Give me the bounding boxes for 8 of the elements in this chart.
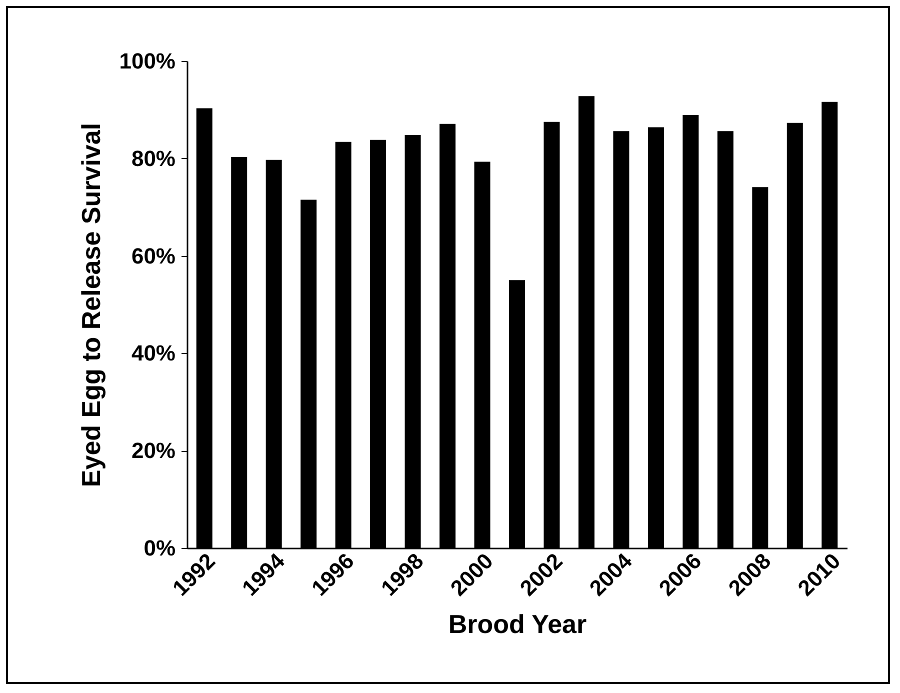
y-tick-label: 0% bbox=[144, 536, 176, 560]
x-axis-title: Brood Year bbox=[448, 608, 587, 639]
y-tick-label: 100% bbox=[119, 48, 176, 74]
y-tick-label: 80% bbox=[131, 146, 176, 171]
y-tick-label: 20% bbox=[131, 438, 176, 464]
y-axis-title: Eyed Egg to Release Survival bbox=[76, 122, 106, 488]
y-tick-label: 60% bbox=[131, 243, 176, 268]
y-tick-label: 40% bbox=[131, 340, 176, 366]
